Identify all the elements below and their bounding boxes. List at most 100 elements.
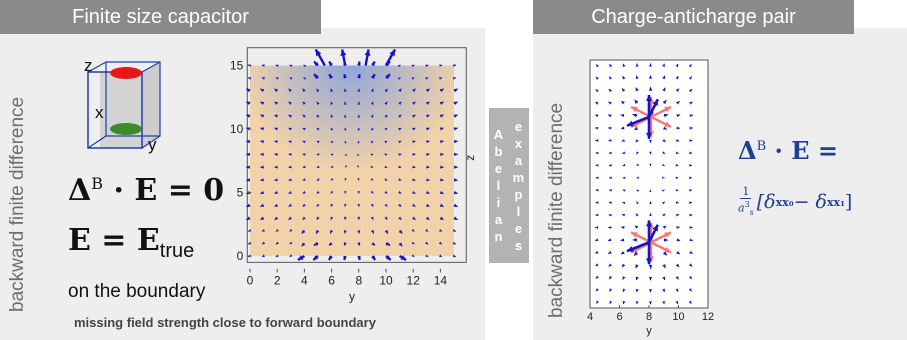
field-arrow [411,254,415,258]
charge-blue-arrow-head [627,246,634,252]
charge-pink-arrow-head [664,232,671,238]
field-arrow [328,241,333,246]
dipole-field-arrow-head [662,301,666,305]
field-arrow-head [357,190,360,194]
field-arrow-head [385,255,391,260]
field-arrow [330,101,334,105]
field-arrow-top-head [364,49,371,56]
left-side-label: backward finite difference [7,96,28,312]
field-arrow-head [329,61,333,66]
charge-blue-arrow [647,224,659,243]
field-arrow-head [384,88,388,93]
dipole-field-arrow-head [622,189,626,192]
z-tick-label: 5 [237,186,244,200]
dipole-field-arrow-head [609,288,613,292]
dipole-field-arrow-head [675,300,679,304]
dipole-field-arrow-head [675,176,679,179]
dipole-field-arrow [635,276,639,281]
field-arrow-head [248,228,252,232]
field-arrow [260,101,265,106]
field-arrow-head [302,140,306,144]
field-arrow [453,114,458,118]
dipole-field-arrow [689,250,693,255]
field-arrow [439,216,444,221]
field-arrow-head [440,165,444,169]
field-arrow-head [343,74,347,79]
dipole-field-arrow-head [595,76,599,80]
dipole-field-arrow [675,263,680,268]
field-arrow-head [398,114,402,118]
field-arrow [398,216,402,221]
dipole-field-arrow [675,189,679,192]
field-arrow [316,165,320,169]
field-arrow [344,153,348,157]
field-arrow [370,153,374,156]
field-arrow-head [330,88,334,92]
field-arrow [288,216,292,221]
dipole-field-arrow [661,163,665,167]
field-arrow-head [330,190,334,194]
dipole-field-arrow [675,300,679,305]
fraction-numerator: 1 [740,185,752,199]
dipole-field-arrow [636,201,639,205]
field-arrow [440,165,444,169]
dipole-field-arrow [595,188,599,192]
dipole-field-arrow [609,163,612,167]
dipole-x-tick-label: 4 [587,311,593,323]
dipole-field-arrow [622,75,626,80]
field-arrow-head [275,64,279,68]
charge-blue-arrow [646,94,652,117]
field-arrow-head [274,165,278,169]
field-arrow [330,203,334,207]
field-arrow [302,88,306,93]
dipole-field-arrow [676,238,681,242]
field-arrow [327,255,333,261]
dipole-field-arrow [608,151,612,155]
dipole-field-arrow-head [688,300,692,304]
field-arrow-head [412,153,416,156]
field-arrow-head [439,88,444,93]
field-arrow-head [316,178,320,181]
field-arrow [316,178,320,181]
dipole-field-arrow-head [676,226,680,230]
field-arrow-head [288,153,292,156]
field-arrow [288,165,292,169]
field-arrow [288,127,292,131]
dipole-field-arrow-head [675,263,680,267]
dipole-field-arrow [662,63,666,67]
field-arrow-head [314,241,319,246]
field-arrow [303,64,307,68]
field-arrow [274,190,278,194]
dipole-field-arrow-head [662,63,666,67]
dipole-field-arrow [632,238,638,242]
dipole-field-arrow-head [675,163,679,167]
field-arrow-head [330,165,334,168]
dipole-x-axis-label: y [646,325,652,337]
field-arrow-head [356,154,360,157]
field-arrow-head [452,228,456,232]
field-arrow-head [357,216,361,220]
dipole-field-arrow [676,250,681,255]
dipole-field-arrow [662,138,666,143]
dipole-field-arrow [595,288,599,292]
dipole-field-arrow-head [620,114,625,118]
field-arrow [439,77,443,80]
field-arrow [425,216,430,221]
capacitor-cube-diagram [87,61,161,149]
dipole-field-arrow-head [608,201,612,205]
field-arrow [289,254,293,258]
dipole-field-arrow [675,88,680,93]
field-arrow [328,60,333,67]
field-arrow-head [275,254,279,257]
bracket-close: ] [844,191,853,214]
field-arrow [398,229,403,234]
field-arrow-head [425,228,429,232]
field-arrow-head [398,140,402,144]
field-arrow [384,190,388,194]
field-arrow [357,216,361,220]
field-arrow [261,241,266,245]
dipole-field-arrow [595,176,599,180]
charge-pink-arrow [630,105,652,118]
dipole-field-arrow [635,75,639,80]
